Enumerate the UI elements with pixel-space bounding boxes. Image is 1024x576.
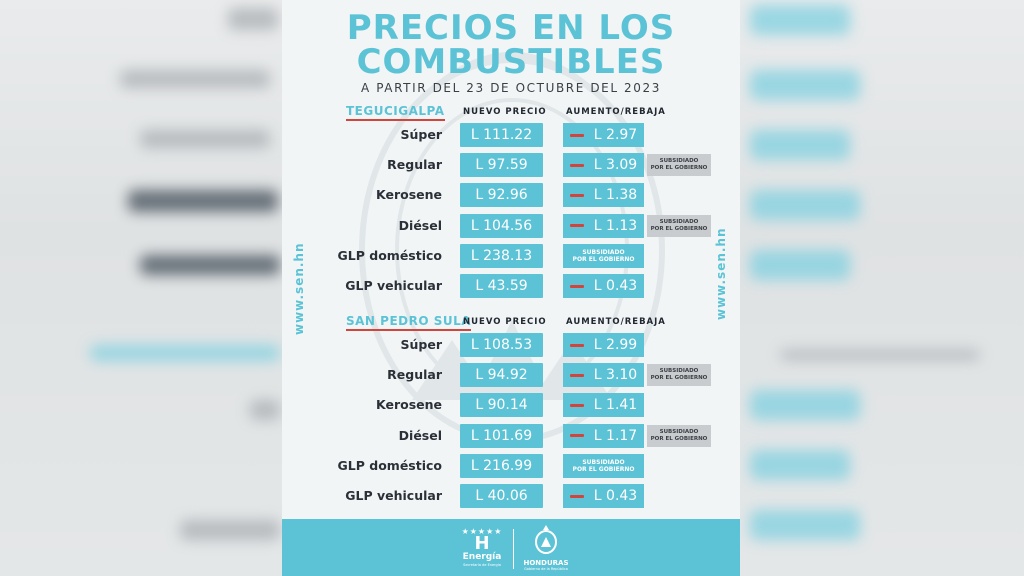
new-price-cell: L 97.59 [460, 153, 543, 178]
price-change-cell: L 2.99 [563, 333, 644, 357]
minus-icon [569, 133, 584, 137]
subsidy-line-2: POR EL GOBIERNO [572, 255, 635, 263]
fuel-label: Diésel [398, 217, 442, 233]
fuel-label: Kerosene [376, 187, 442, 203]
new-price-cell: L 104.56 [460, 213, 543, 238]
footer-bar: ★★★★★ H Energía Secretaría de Energía HO… [282, 519, 740, 576]
price-change-cell: L 0.43 [563, 274, 644, 298]
price-change-cell: L 1.41 [563, 393, 644, 418]
effective-date: A PARTIR DEL 23 DE OCTUBRE DEL 2023 [361, 81, 661, 95]
coat-of-arms-icon [535, 525, 557, 554]
column-header-change: AUMENTO/REBAJA [566, 317, 666, 327]
background-right-blur [740, 0, 1024, 576]
fuel-label: GLP vehicular [345, 278, 442, 293]
price-change-cell: L 1.13 [563, 213, 644, 238]
footer-divider [513, 529, 514, 569]
new-price-cell: L 216.99 [460, 453, 543, 478]
fuel-label: Súper [400, 127, 443, 142]
fuel-label: GLP doméstico [337, 457, 442, 473]
new-price-cell: L 111.22 [460, 123, 543, 147]
change-value: L 1.13 [593, 217, 638, 234]
subsidy-line-1: SUBSIDIADO [659, 158, 699, 165]
new-price-cell: L 43.59 [460, 274, 543, 298]
change-value: L 0.43 [593, 488, 638, 504]
fuel-label: Regular [387, 367, 442, 383]
column-header-price: NUEVO PRECIO [463, 317, 547, 327]
background-left-blur [0, 0, 282, 576]
energia-tagline: Secretaría de Energía [463, 563, 501, 567]
title-line-1: PRECIOS EN LOS [346, 8, 676, 48]
minus-icon [569, 343, 584, 347]
subsidy-line-1: SUBSIDIADO [659, 428, 699, 435]
new-price-cell: L 101.69 [460, 423, 543, 448]
subsidy-note: SUBSIDIADO POR EL GOBIERNO [647, 154, 711, 177]
stars-icon: ★★★★★ [461, 527, 503, 536]
subsidy-line-2: POR EL GOBIERNO [572, 465, 635, 473]
change-value: L 2.99 [593, 337, 638, 353]
subsidy-line-2: POR EL GOBIERNO [650, 165, 708, 172]
price-change-cell: L 1.38 [563, 183, 644, 208]
column-header-price: NUEVO PRECIO [463, 107, 547, 117]
website-vertical-left: www.sen.hn [292, 242, 306, 335]
new-price-cell: L 40.06 [460, 484, 543, 508]
change-value: L 1.38 [593, 187, 638, 204]
energia-word: Energía [462, 552, 502, 562]
change-value: L 1.41 [593, 397, 638, 414]
subsidy-line-1: SUBSIDIADO [659, 368, 699, 375]
fuel-label: GLP doméstico [337, 247, 442, 263]
price-change-cell: L 1.17 [563, 423, 644, 448]
price-change-cell: L 3.09 [563, 153, 644, 178]
subsidized-change-cell: SUBSIDIADO POR EL GOBIERNO [563, 243, 644, 268]
new-price-cell: L 94.92 [460, 363, 543, 388]
minus-icon [569, 193, 584, 197]
subsidy-note: SUBSIDIADO POR EL GOBIERNO [647, 364, 711, 387]
minus-icon [569, 434, 584, 438]
city-heading: SAN PEDRO SULA [346, 314, 472, 331]
new-price-cell: L 90.14 [460, 393, 543, 418]
minus-icon [569, 163, 584, 167]
minus-icon [569, 224, 584, 228]
change-value: L 0.43 [593, 278, 638, 294]
minus-icon [569, 403, 584, 407]
honduras-logo: HONDURAS Gobierno de la República [518, 525, 574, 573]
price-change-cell: L 3.10 [563, 363, 644, 388]
price-change-cell: L 0.43 [563, 484, 644, 508]
subsidy-line-2: POR EL GOBIERNO [650, 435, 708, 442]
subsidized-change-cell: SUBSIDIADO POR EL GOBIERNO [563, 453, 644, 478]
change-value: L 3.09 [593, 157, 638, 174]
energia-h-letter: H [474, 533, 490, 554]
subsidy-line-2: POR EL GOBIERNO [650, 375, 708, 382]
minus-icon [569, 494, 584, 498]
city-heading: TEGUCIGALPA [346, 104, 445, 121]
new-price-cell: L 238.13 [460, 243, 543, 268]
new-price-cell: L 92.96 [460, 183, 543, 208]
subsidy-note: SUBSIDIADO POR EL GOBIERNO [647, 424, 711, 447]
subsidy-line-1: SUBSIDIADO [582, 458, 625, 466]
energia-logo: ★★★★★ H Energía Secretaría de Energía [454, 527, 510, 571]
subsidy-line-1: SUBSIDIADO [659, 218, 699, 225]
new-price-cell: L 108.53 [460, 333, 543, 357]
fuel-prices-poster: PRECIOS EN LOS COMBUSTIBLES A PARTIR DEL… [282, 0, 740, 576]
website-vertical-right: www.sen.hn [714, 227, 728, 320]
fuel-label: GLP vehicular [345, 488, 442, 503]
honduras-word: HONDURAS [523, 559, 569, 567]
subsidy-line-2: POR EL GOBIERNO [650, 225, 708, 232]
fuel-label: Diésel [398, 427, 442, 443]
honduras-tagline: Gobierno de la República [524, 567, 568, 571]
subsidy-note: SUBSIDIADO POR EL GOBIERNO [647, 214, 711, 237]
title-line-2: COMBUSTIBLES [356, 42, 666, 82]
minus-icon [569, 284, 584, 288]
change-value: L 1.17 [593, 427, 638, 444]
change-value: L 3.10 [593, 367, 638, 384]
change-value: L 2.97 [593, 127, 638, 143]
fuel-label: Regular [387, 157, 442, 173]
subsidy-line-1: SUBSIDIADO [582, 248, 625, 256]
minus-icon [569, 373, 584, 377]
column-header-change: AUMENTO/REBAJA [566, 107, 666, 117]
fuel-label: Kerosene [376, 397, 442, 413]
fuel-label: Súper [400, 337, 443, 352]
price-change-cell: L 2.97 [563, 123, 644, 147]
